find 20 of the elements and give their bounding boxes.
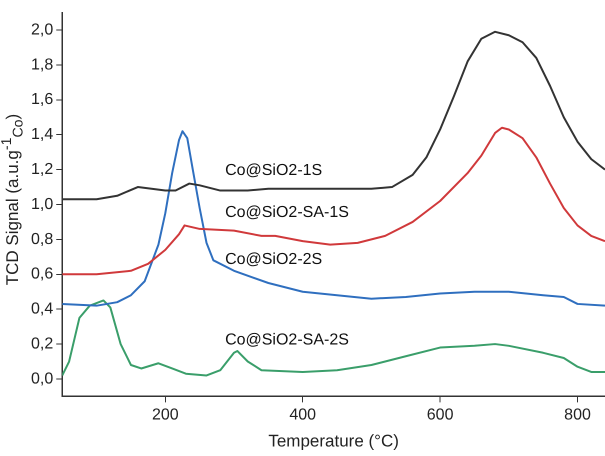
x-tick-label: 200 [152,406,179,424]
y-tick-label: 1,0 [30,196,54,213]
series-label: Co@SiO2-SA-2S [225,332,349,349]
series-label: Co@SiO2-SA-1S [225,204,349,222]
x-tick-label: 600 [426,406,454,424]
x-axis-title: Temperature (°C) [268,431,399,450]
y-tick-label: 1,8 [30,56,54,74]
series-label: Co@SiO2-2S [225,251,322,268]
y-tick-label: 1,4 [30,126,54,144]
series-label: Co@SiO2-1S [225,162,322,179]
x-tick-label: 800 [564,406,591,424]
y-tick-label: 0,8 [30,230,54,248]
y-tick-label: 0,4 [30,300,54,318]
y-tick-label: 1,2 [30,161,54,178]
y-tick-label: 0,0 [30,370,54,388]
x-tick-label: 400 [289,406,316,424]
y-tick-label: 1,6 [30,91,54,108]
y-tick-label: 2,0 [30,21,54,38]
y-tick-label: 0,2 [30,335,54,352]
y-tick-label: 0,6 [30,266,54,283]
